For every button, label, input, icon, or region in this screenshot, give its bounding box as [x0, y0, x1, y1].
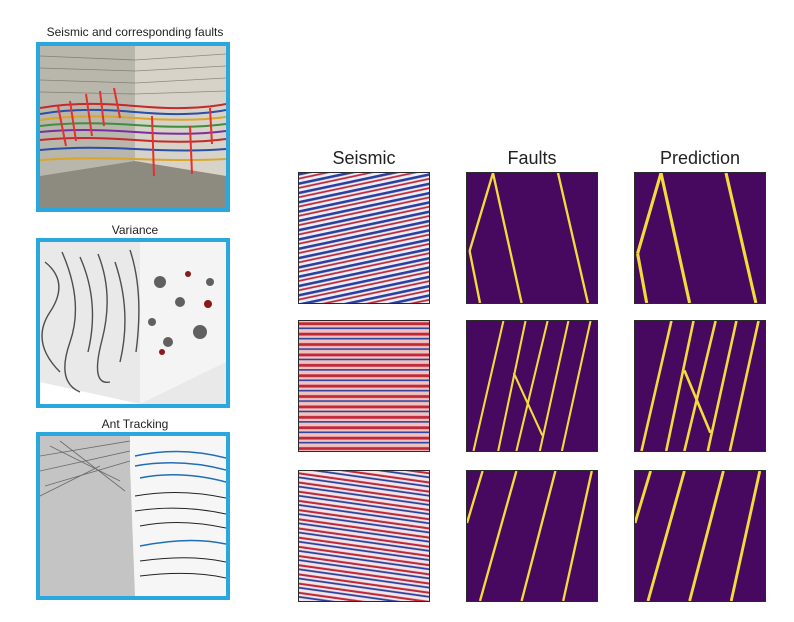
panel-title-seismic-faults: Seismic and corresponding faults — [46, 25, 224, 39]
prediction-tile-1 — [634, 172, 766, 304]
panel-title-ant-tracking: Ant Tracking — [101, 417, 169, 431]
prediction-tile-2 — [634, 320, 766, 452]
seismic-faults-cube-image — [36, 42, 230, 212]
prediction-tile-3 — [634, 470, 766, 602]
faults-tile-3 — [466, 470, 598, 602]
faults-tile-2 — [466, 320, 598, 452]
seismic-tile-1 — [298, 172, 430, 304]
faults-tile-1 — [466, 172, 598, 304]
seismic-tile-3 — [298, 470, 430, 602]
seismic-tile-2 — [298, 320, 430, 452]
column-header-seismic: Seismic — [332, 148, 396, 168]
variance-cube-image — [36, 238, 230, 408]
column-header-faults: Faults — [507, 148, 557, 168]
column-header-prediction: Prediction — [659, 148, 741, 168]
ant-tracking-cube-image — [36, 432, 230, 600]
panel-title-variance: Variance — [111, 223, 159, 237]
